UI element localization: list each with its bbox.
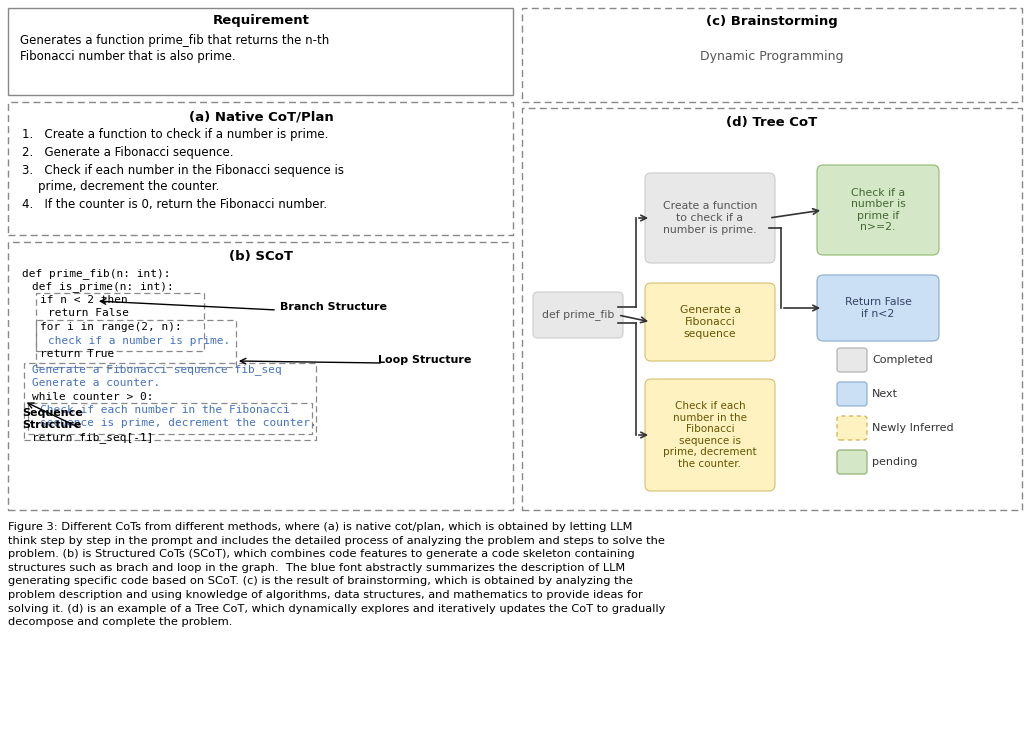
Text: (d) Tree CoT: (d) Tree CoT: [726, 116, 818, 129]
Text: (a) Native CoT/Plan: (a) Native CoT/Plan: [188, 110, 334, 123]
Text: while counter > 0:: while counter > 0:: [32, 392, 153, 401]
Text: def prime_fib(n: int):: def prime_fib(n: int):: [22, 268, 171, 279]
Text: Return False
if n<2: Return False if n<2: [845, 297, 912, 319]
Text: Check if a
number is
prime if
n>=2.: Check if a number is prime if n>=2.: [851, 188, 905, 232]
Text: Loop Structure: Loop Structure: [378, 355, 472, 365]
Text: return True: return True: [40, 349, 114, 359]
Text: Generates a function prime_fib that returns the n-th: Generates a function prime_fib that retu…: [20, 34, 330, 47]
Text: check if a number is prime.: check if a number is prime.: [48, 336, 231, 346]
Text: Branch Structure: Branch Structure: [280, 302, 387, 312]
Text: Generate a
Fibonacci
sequence: Generate a Fibonacci sequence: [680, 305, 741, 338]
FancyBboxPatch shape: [837, 348, 867, 372]
FancyBboxPatch shape: [837, 416, 867, 440]
Text: 4.   If the counter is 0, return the Fibonacci number.: 4. If the counter is 0, return the Fibon…: [22, 198, 328, 211]
Text: Check if each
number in the
Fibonacci
sequence is
prime, decrement
the counter.: Check if each number in the Fibonacci se…: [663, 401, 757, 469]
Text: for i in range(2, n):: for i in range(2, n):: [40, 322, 181, 332]
Text: 2.   Generate a Fibonacci sequence.: 2. Generate a Fibonacci sequence.: [22, 146, 234, 159]
Text: 1.   Create a function to check if a number is prime.: 1. Create a function to check if a numbe…: [22, 128, 329, 141]
Text: Newly Inferred: Newly Inferred: [872, 423, 954, 433]
Text: Check if each number in the Fibonacci: Check if each number in the Fibonacci: [40, 405, 289, 415]
Bar: [28, 403, 312, 434]
Text: return False: return False: [48, 308, 129, 319]
Text: def prime_fib: def prime_fib: [542, 310, 614, 321]
Text: Dynamic Programming: Dynamic Programming: [700, 50, 844, 63]
FancyBboxPatch shape: [533, 292, 623, 338]
Text: Fibonacci number that is also prime.: Fibonacci number that is also prime.: [20, 50, 236, 63]
Text: Figure 3: Different CoTs from different methods, where (a) is native cot/plan, w: Figure 3: Different CoTs from different …: [8, 522, 665, 627]
Text: Completed: Completed: [872, 355, 933, 365]
Text: def is_prime(n: int):: def is_prime(n: int):: [32, 282, 174, 293]
Bar: [36, 320, 236, 367]
Bar: [24, 363, 316, 440]
Text: 3.   Check if each number in the Fibonacci sequence is: 3. Check if each number in the Fibonacci…: [22, 164, 344, 177]
Text: Next: Next: [872, 389, 898, 399]
Text: (c) Brainstorming: (c) Brainstorming: [707, 15, 837, 28]
FancyBboxPatch shape: [817, 275, 939, 341]
FancyBboxPatch shape: [645, 173, 775, 263]
Text: sequence is prime, decrement the counter.: sequence is prime, decrement the counter…: [40, 418, 317, 429]
FancyBboxPatch shape: [837, 382, 867, 406]
Text: prime, decrement the counter.: prime, decrement the counter.: [38, 180, 219, 193]
Text: if n < 2 then: if n < 2 then: [40, 295, 128, 305]
Text: Generate a Fibonacci sequence fib_seq: Generate a Fibonacci sequence fib_seq: [32, 364, 282, 375]
Text: Requirement: Requirement: [212, 14, 309, 27]
Bar: [522, 8, 1022, 102]
Bar: [522, 108, 1022, 510]
FancyBboxPatch shape: [645, 379, 775, 491]
Bar: [8, 102, 513, 235]
Bar: [8, 8, 513, 95]
Bar: [36, 293, 204, 351]
FancyBboxPatch shape: [817, 165, 939, 255]
Text: return fib_seq[-1]: return fib_seq[-1]: [32, 432, 153, 443]
FancyBboxPatch shape: [645, 283, 775, 361]
Text: pending: pending: [872, 457, 918, 467]
Text: Sequence
Structure: Sequence Structure: [22, 408, 82, 429]
FancyBboxPatch shape: [837, 450, 867, 474]
Text: Create a function
to check if a
number is prime.: Create a function to check if a number i…: [663, 202, 757, 234]
Bar: [8, 242, 513, 510]
Text: Generate a counter.: Generate a counter.: [32, 378, 161, 388]
Text: (b) SCoT: (b) SCoT: [229, 250, 293, 263]
